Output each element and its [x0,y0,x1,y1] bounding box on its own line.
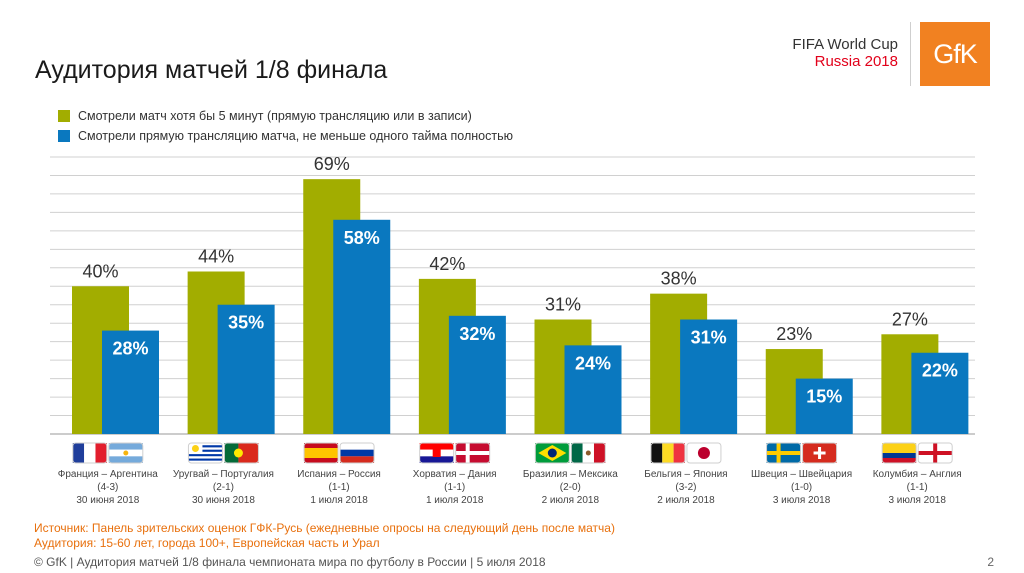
category-score: (1-1) [329,482,350,493]
bar-live [564,345,622,434]
category-label: Швеция – Швейцария [751,469,852,480]
belgium-flag [650,442,686,464]
legend-label-5min: Смотрели матч хотя бы 5 минут (прямую тр… [78,109,472,123]
bar-live [680,319,738,434]
chart-legend: Смотрели матч хотя бы 5 минут (прямую тр… [58,106,513,146]
croatia-flag [419,442,455,464]
england-flag [917,442,953,464]
category-label: Уругвай – Португалия [173,469,274,480]
category-score: (4-3) [97,482,118,493]
data-label-5min: 23% [776,324,812,344]
category-score: (2-0) [560,482,581,493]
data-label-5min: 38% [661,269,697,289]
bar-live [448,315,506,434]
legend-swatch-blue [58,130,70,142]
category-score: (3-2) [675,482,696,493]
category-score: (1-1) [444,482,465,493]
japan-flag [686,442,722,464]
category-score: (1-1) [907,482,928,493]
legend-label-live: Смотрели прямую трансляцию матча, не мен… [78,129,513,143]
bar-live [217,304,275,434]
legend-swatch-green [58,110,70,122]
data-label-live: 24% [575,353,611,373]
category-score: (1-0) [791,482,812,493]
category-label: Франция – Аргентина [58,469,159,480]
switzerland-flag [802,442,838,464]
data-label-live: 35% [228,313,264,333]
category-score: (2-1) [213,482,234,493]
data-label-5min: 69% [314,154,350,174]
category-label: Колумбия – Англия [873,468,962,480]
data-label-live: 28% [112,339,148,359]
category-label: Хорватия – Дания [413,469,497,480]
brand-line-1: FIFA World Cup [792,36,898,53]
bar-live [911,352,969,434]
denmark-flag [455,442,491,464]
data-label-live: 58% [344,228,380,248]
bar-live [795,378,853,434]
spain-flag [303,442,339,464]
france-flag [72,442,108,464]
category-date: 30 июня 2018 [192,495,255,506]
category-date: 1 июля 2018 [426,495,484,506]
gfk-logo: GfK [920,22,990,86]
bar-live [333,219,391,434]
brazil-flag [534,442,570,464]
category-date: 3 июля 2018 [888,495,946,506]
source-line-1: Источник: Панель зрительских оценок ГФК-… [34,521,615,535]
data-label-5min: 42% [429,254,465,274]
portugal-flag [223,442,259,464]
legend-item-live: Смотрели прямую трансляцию матча, не мен… [58,126,513,146]
uruguay-flag [187,442,223,464]
event-brand: FIFA World Cup Russia 2018 [792,36,898,70]
data-label-5min: 44% [198,246,234,266]
data-label-live: 22% [922,361,958,381]
brand-line-2: Russia 2018 [814,53,898,70]
category-label: Испания – Россия [297,469,381,480]
data-label-live: 32% [459,324,495,344]
data-label-live: 31% [691,328,727,348]
russia-flag [339,442,375,464]
argentina-flag [108,442,144,464]
brand-divider [910,22,911,86]
legend-item-5min: Смотрели матч хотя бы 5 минут (прямую тр… [58,106,513,126]
category-label: Бразилия – Мексика [523,469,618,480]
mexico-flag [570,442,606,464]
source-note: Источник: Панель зрительских оценок ГФК-… [34,521,615,551]
colombia-flag [881,442,917,464]
page-title: Аудитория матчей 1/8 финала [35,56,388,84]
data-label-live: 15% [806,387,842,407]
data-label-5min: 31% [545,295,581,315]
category-label: Бельгия – Япония [644,469,727,480]
category-date: 3 июля 2018 [773,495,831,506]
page-number: 2 [987,555,994,569]
footer-copyright: © GfK | Аудитория матчей 1/8 финала чемп… [34,555,546,569]
sweden-flag [766,442,802,464]
category-date: 1 июля 2018 [310,495,368,506]
category-date: 2 июля 2018 [542,495,600,506]
category-date: 2 июля 2018 [657,495,715,506]
source-line-2: Аудитория: 15-60 лет, города 100+, Европ… [34,536,380,550]
bar-live [102,330,159,434]
data-label-5min: 40% [82,261,118,281]
category-date: 30 июня 2018 [76,495,139,506]
data-label-5min: 27% [892,309,928,329]
